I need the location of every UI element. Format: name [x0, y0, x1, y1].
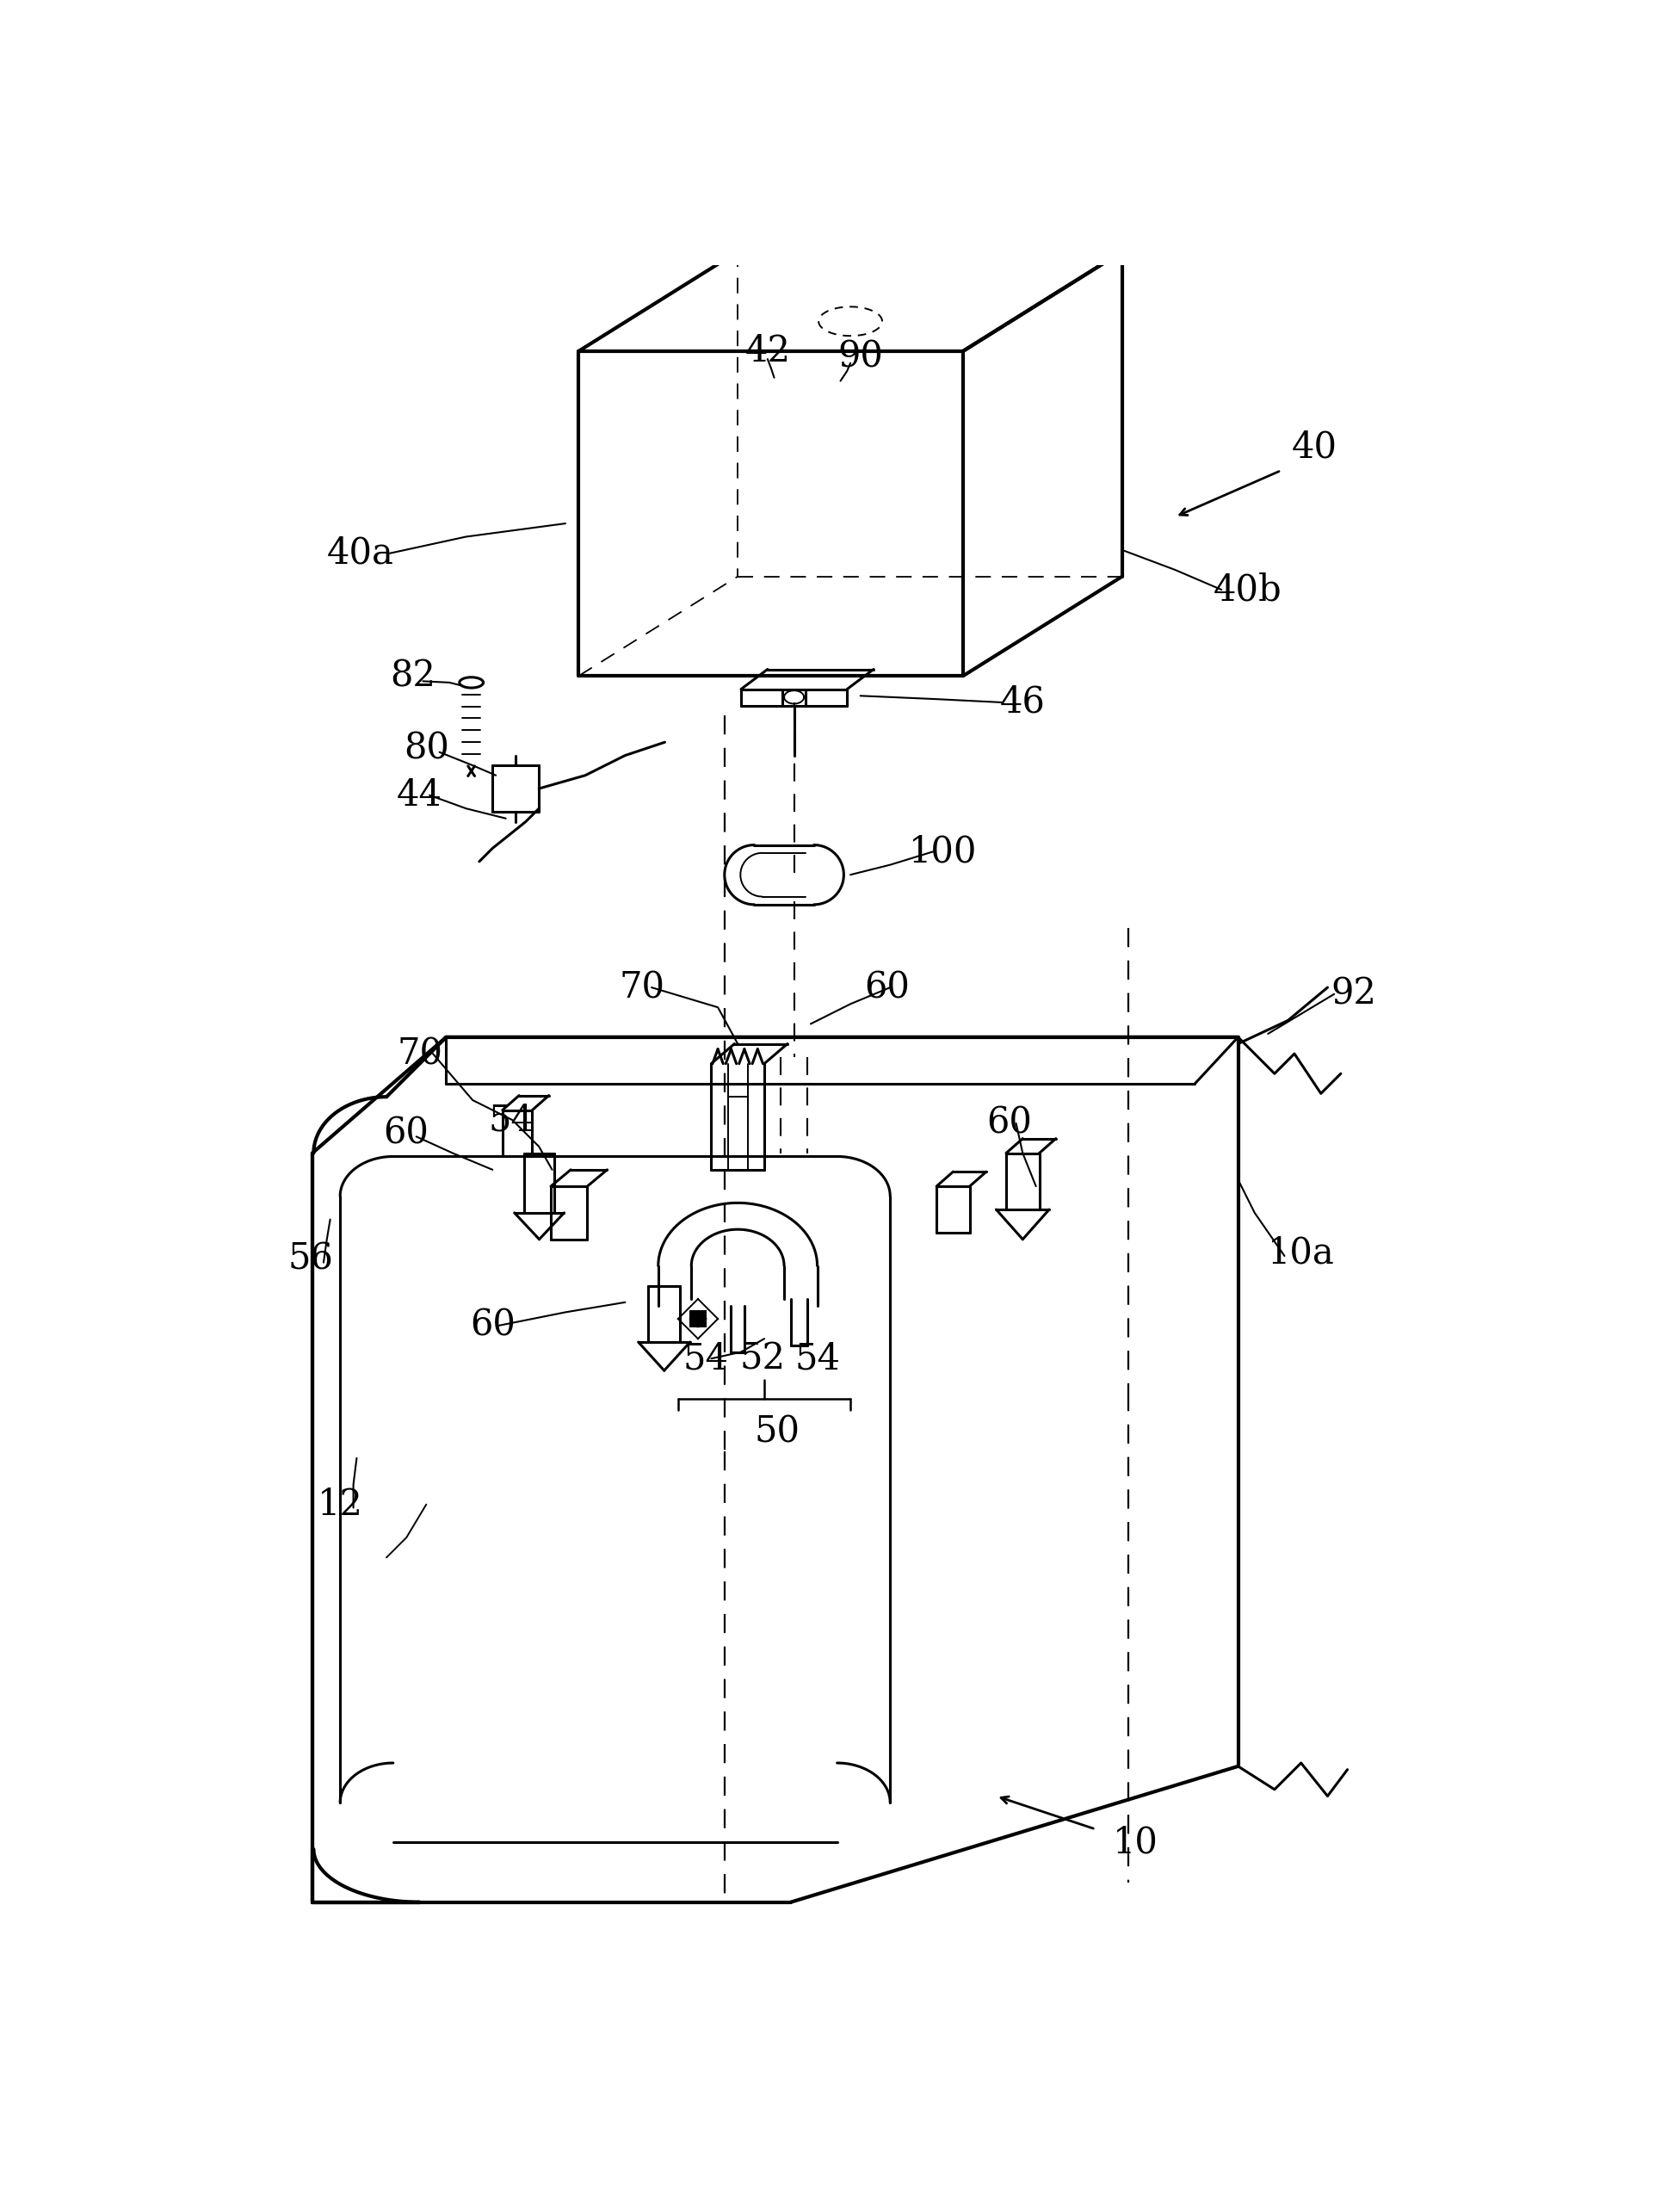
Text: 92: 92: [1331, 976, 1378, 1011]
Text: 12: 12: [318, 1486, 363, 1524]
Text: 70: 70: [618, 969, 665, 1005]
Text: 90: 90: [838, 338, 884, 375]
Text: 60: 60: [864, 969, 909, 1005]
Text: 40b: 40b: [1213, 572, 1282, 607]
Text: 52: 52: [741, 1340, 786, 1378]
Text: 10a: 10a: [1268, 1234, 1334, 1270]
Text: 46: 46: [1000, 684, 1045, 720]
Text: 10: 10: [1112, 1824, 1158, 1861]
Text: 60: 60: [383, 1115, 428, 1150]
Text: 54: 54: [489, 1102, 534, 1137]
Text: 42: 42: [744, 333, 790, 369]
Text: 54: 54: [684, 1340, 729, 1378]
Text: 40: 40: [1292, 428, 1337, 466]
Text: 82: 82: [390, 658, 435, 693]
Text: 100: 100: [909, 832, 978, 870]
Text: 70: 70: [396, 1036, 442, 1071]
Text: 44: 44: [396, 777, 442, 813]
Text: 50: 50: [754, 1413, 800, 1451]
Text: 56: 56: [287, 1241, 333, 1276]
Text: 80: 80: [403, 731, 449, 766]
Text: 54: 54: [795, 1340, 840, 1378]
Text: 60: 60: [986, 1106, 1032, 1142]
Text: 60: 60: [470, 1307, 516, 1342]
Text: 40a: 40a: [326, 534, 393, 572]
